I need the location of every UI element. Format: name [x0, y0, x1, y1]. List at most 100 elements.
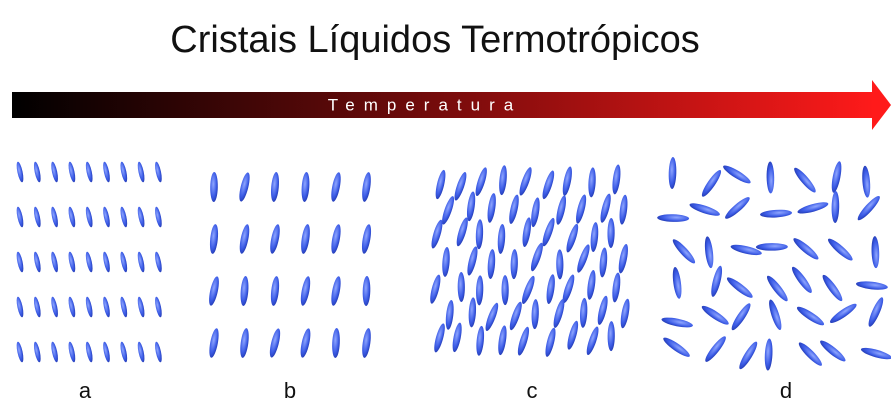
- molecule: [521, 217, 533, 248]
- molecule: [497, 224, 506, 254]
- molecule: [611, 164, 622, 195]
- molecule: [543, 327, 557, 358]
- molecule: [102, 206, 111, 228]
- molecule: [119, 206, 128, 228]
- molecule: [458, 272, 465, 302]
- molecule: [828, 301, 859, 325]
- molecule: [465, 245, 479, 276]
- molecule: [67, 206, 76, 228]
- molecule: [483, 302, 500, 333]
- molecule: [699, 168, 723, 199]
- molecule: [67, 161, 76, 183]
- molecule: [871, 236, 880, 268]
- molecule: [154, 341, 163, 363]
- arrow-label: Temperatura: [328, 95, 522, 114]
- molecule: [154, 251, 163, 273]
- molecule: [33, 206, 42, 228]
- molecule: [330, 224, 343, 255]
- molecule: [855, 194, 882, 223]
- molecule: [796, 340, 824, 368]
- molecule: [434, 169, 448, 200]
- molecule: [84, 206, 93, 228]
- molecule: [487, 249, 496, 279]
- molecule: [657, 214, 689, 222]
- molecule: [136, 251, 145, 273]
- molecule: [136, 341, 145, 363]
- molecule: [154, 161, 163, 183]
- molecule: [723, 195, 752, 222]
- molecule: [661, 335, 692, 359]
- molecule: [441, 247, 450, 277]
- molecule: [301, 172, 311, 202]
- molecule: [709, 265, 724, 298]
- molecule: [700, 303, 731, 327]
- molecule: [33, 296, 42, 318]
- molecule: [428, 274, 442, 305]
- molecule: [33, 251, 42, 273]
- molecule: [210, 172, 218, 202]
- molecule: [516, 326, 532, 357]
- molecule: [360, 224, 373, 255]
- title: Cristais Líquidos Termotrópicos: [170, 19, 699, 61]
- molecule: [618, 194, 629, 225]
- molecule: [270, 276, 281, 307]
- molecule: [529, 242, 546, 273]
- molecule: [84, 296, 93, 318]
- molecule: [50, 206, 59, 228]
- molecule: [299, 224, 311, 255]
- molecule: [561, 166, 574, 197]
- molecule: [764, 274, 790, 304]
- molecule: [668, 157, 677, 189]
- molecule: [361, 172, 373, 203]
- molecule: [584, 325, 600, 356]
- molecule: [831, 191, 839, 223]
- molecule: [268, 328, 283, 359]
- molecule: [84, 341, 93, 363]
- molecule: [796, 200, 829, 216]
- molecule: [473, 166, 489, 197]
- molecule: [268, 224, 281, 255]
- molecule: [730, 243, 763, 258]
- molecule: [50, 161, 59, 183]
- molecule: [15, 161, 24, 183]
- panel-label: c: [527, 378, 538, 403]
- molecule: [729, 301, 753, 332]
- molecule: [588, 167, 597, 197]
- molecule: [67, 251, 76, 273]
- molecule: [818, 338, 848, 364]
- molecule: [856, 280, 889, 291]
- molecule: [791, 236, 820, 262]
- molecule: [67, 341, 76, 363]
- molecule: [737, 340, 760, 371]
- molecule: [540, 169, 556, 200]
- panel-label: a: [79, 378, 92, 403]
- molecule: [475, 326, 485, 357]
- molecule: [102, 341, 111, 363]
- molecule: [529, 197, 541, 228]
- molecule: [830, 161, 844, 194]
- molecule: [861, 165, 871, 198]
- molecule: [454, 216, 470, 247]
- molecule: [579, 298, 588, 328]
- molecule: [498, 165, 508, 196]
- molecule: [207, 276, 221, 307]
- molecule: [866, 296, 886, 328]
- molecule: [451, 322, 464, 353]
- molecule: [486, 193, 497, 224]
- molecule: [545, 274, 556, 305]
- molecule: [429, 219, 444, 250]
- molecule: [50, 341, 59, 363]
- molecule: [432, 322, 447, 353]
- molecule: [239, 328, 250, 359]
- molecule: [792, 165, 819, 194]
- molecule: [465, 191, 476, 222]
- molecule: [15, 296, 24, 318]
- molecule: [119, 341, 128, 363]
- molecule: [703, 236, 714, 269]
- molecule: [476, 275, 484, 305]
- molecule: [764, 338, 773, 370]
- molecule: [50, 251, 59, 273]
- molecule: [208, 328, 221, 359]
- molecule: [136, 206, 145, 228]
- molecule: [501, 275, 508, 305]
